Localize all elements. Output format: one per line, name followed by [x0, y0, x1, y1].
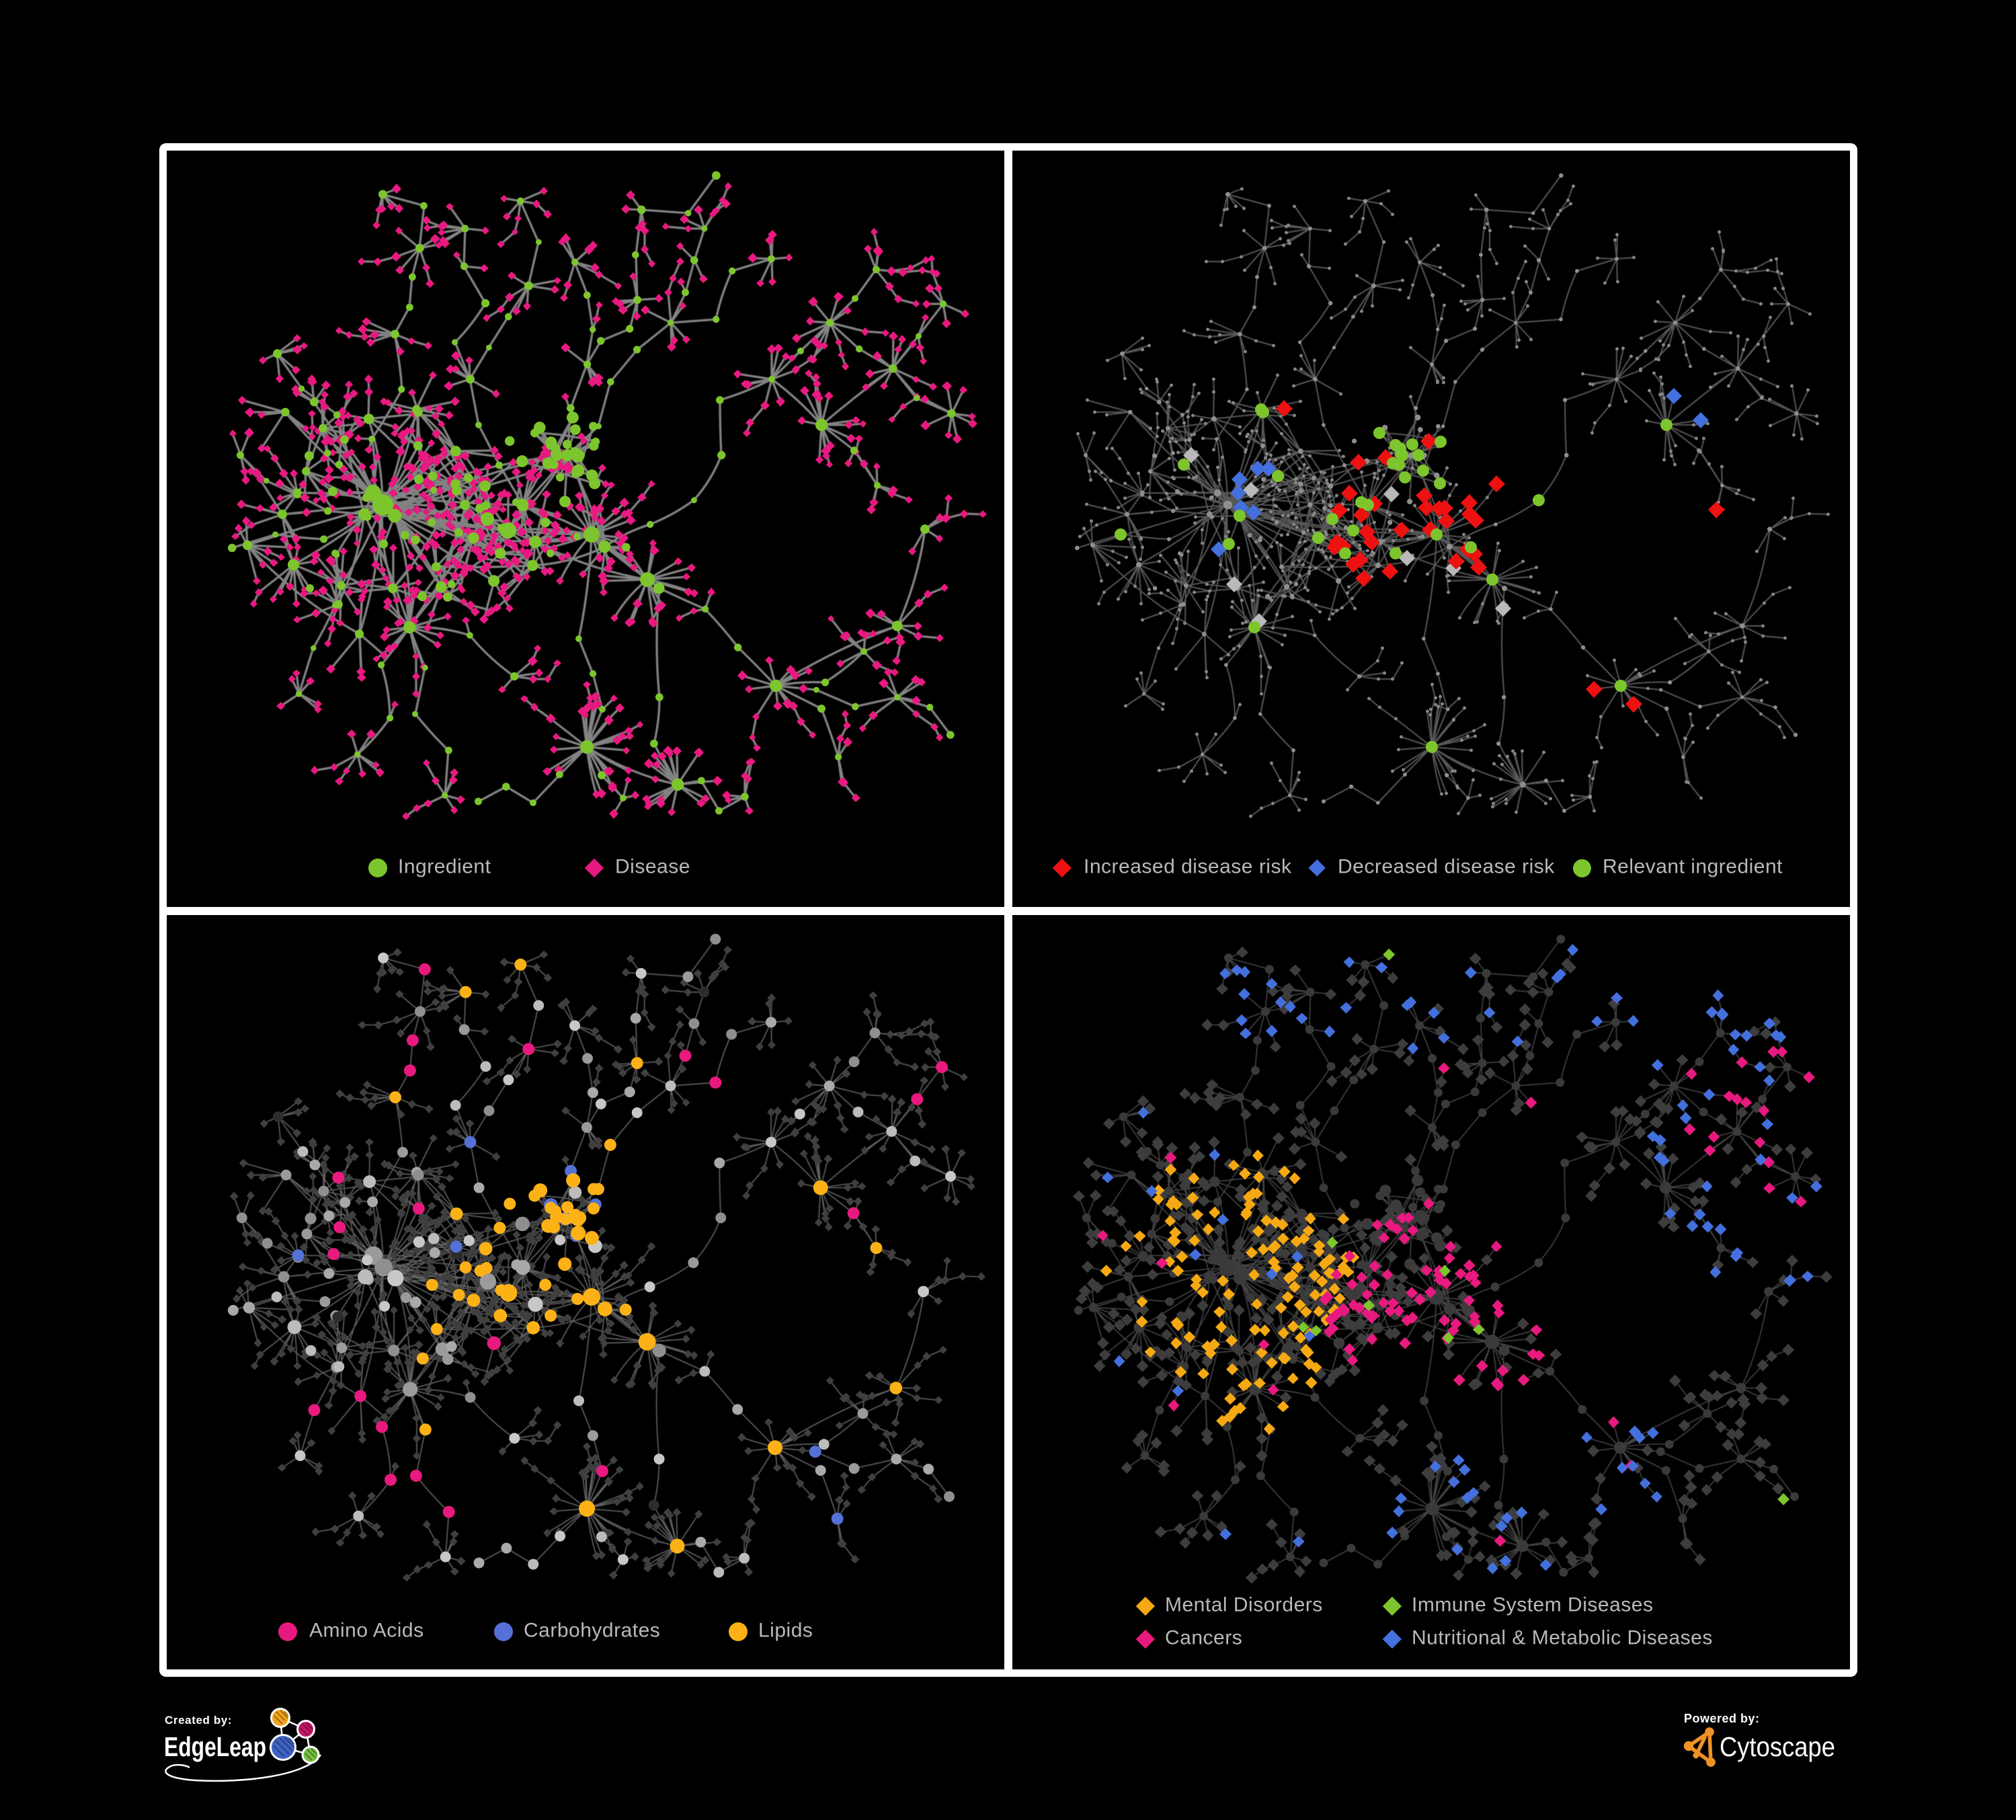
- svg-text:Cytoscape: Cytoscape: [1720, 1731, 1835, 1762]
- svg-text:Created by:: Created by:: [165, 1714, 232, 1727]
- svg-text:Powered by:: Powered by:: [1684, 1712, 1760, 1725]
- svg-text:EdgeLeap: EdgeLeap: [164, 1731, 266, 1762]
